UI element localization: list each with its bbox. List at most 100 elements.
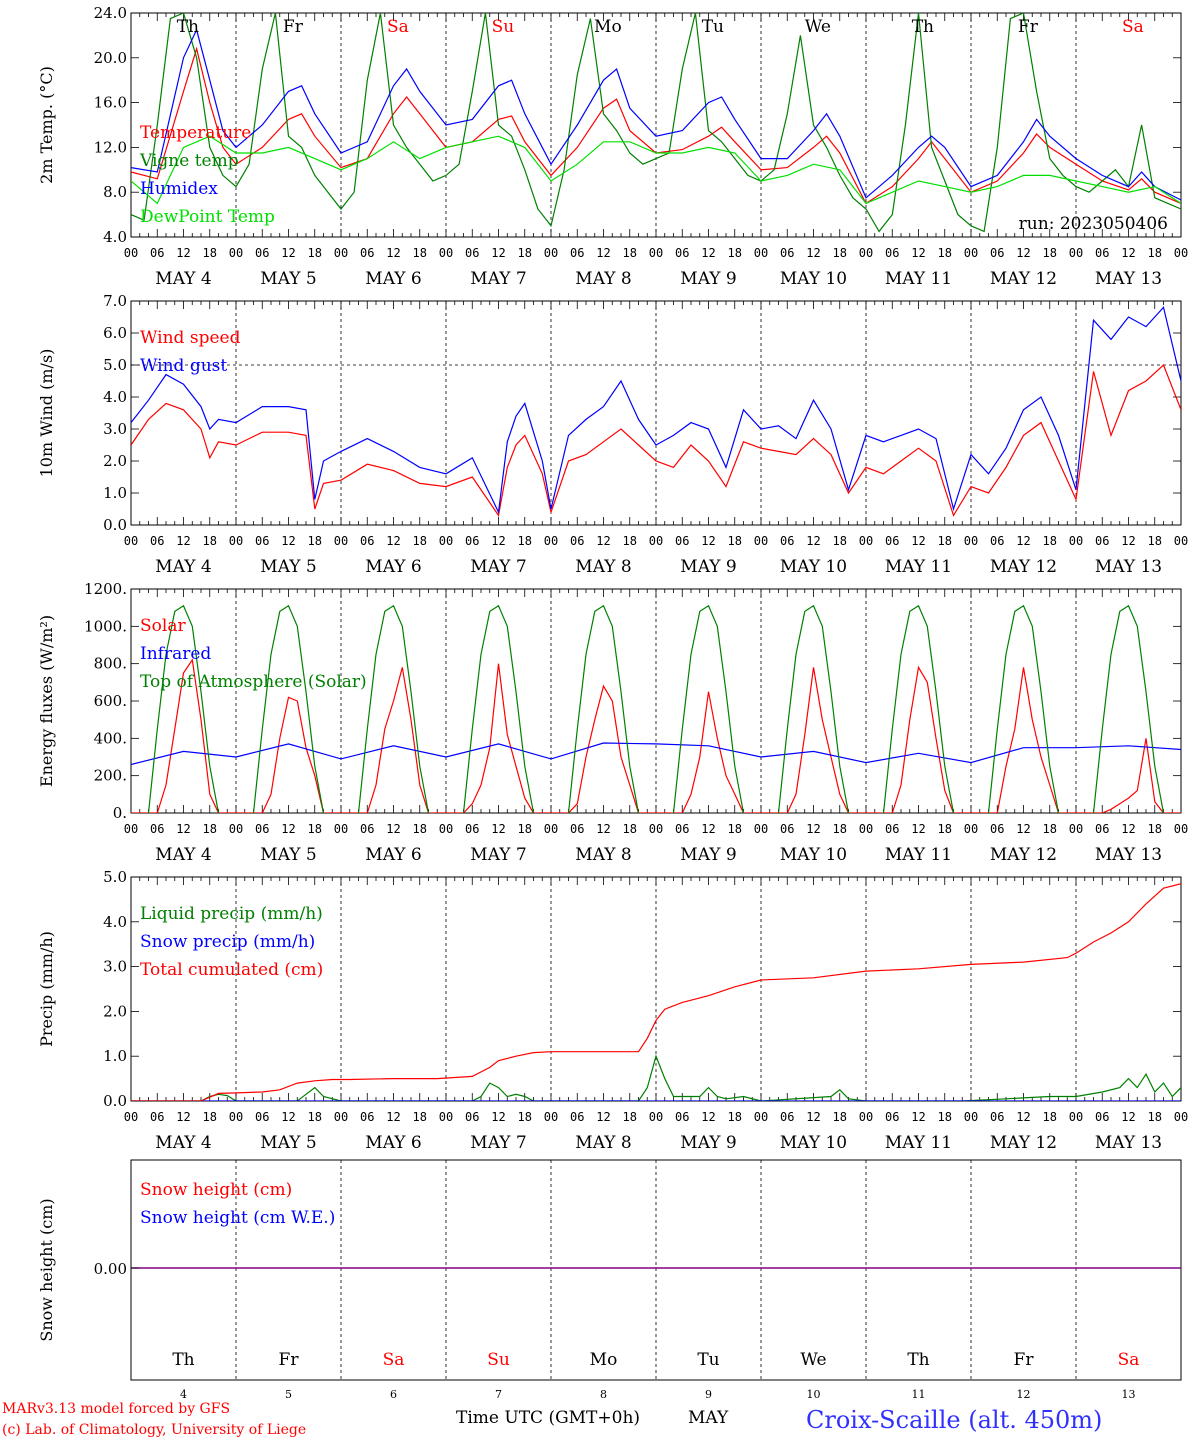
date-label: MAY 7 xyxy=(470,1133,526,1153)
hour-tick-label: 00 xyxy=(124,246,138,260)
date-label: MAY 7 xyxy=(470,845,526,865)
weekday-label: Sa xyxy=(1122,17,1144,37)
weekday-label: Th xyxy=(907,1350,929,1370)
hour-tick-label: 06 xyxy=(360,822,374,836)
legend-entry: Vigne temp xyxy=(139,151,239,171)
series-line-solar xyxy=(131,658,1181,813)
day-number: 12 xyxy=(1017,1388,1031,1401)
hour-tick-label: 12 xyxy=(491,822,505,836)
hour-tick-label: 00 xyxy=(334,246,348,260)
day-number: 4 xyxy=(180,1388,187,1401)
y-tick-label: 1000. xyxy=(84,617,127,635)
hour-tick-label: 18 xyxy=(938,246,952,260)
hour-tick-label: 00 xyxy=(544,822,558,836)
hour-tick-label: 18 xyxy=(203,534,217,548)
hour-tick-label: 12 xyxy=(806,1110,820,1124)
series-line-dewpoint-temp xyxy=(131,135,1181,205)
hour-tick-label: 18 xyxy=(1043,1110,1057,1124)
hour-tick-label: 00 xyxy=(544,246,558,260)
date-label: MAY 13 xyxy=(1095,557,1162,577)
date-label: MAY 10 xyxy=(780,845,847,865)
hour-tick-label: 12 xyxy=(701,246,715,260)
hour-tick-label: 18 xyxy=(833,534,847,548)
hour-tick-label: 06 xyxy=(675,534,689,548)
hour-tick-label: 18 xyxy=(728,534,742,548)
weekday-label: Th xyxy=(177,17,199,37)
hour-tick-label: 00 xyxy=(334,534,348,548)
hour-tick-label: 06 xyxy=(360,246,374,260)
date-label: MAY 5 xyxy=(260,269,316,289)
hour-tick-label: 00 xyxy=(229,822,243,836)
hour-tick-label: 06 xyxy=(990,822,1004,836)
legend-entry: Wind speed xyxy=(140,328,241,348)
hour-tick-label: 18 xyxy=(833,1110,847,1124)
hour-tick-label: 00 xyxy=(229,534,243,548)
hour-tick-label: 00 xyxy=(649,534,663,548)
hour-tick-label: 06 xyxy=(255,534,269,548)
day-number: 7 xyxy=(495,1388,502,1401)
hour-tick-label: 00 xyxy=(124,1110,138,1124)
hour-tick-label: 00 xyxy=(649,246,663,260)
y-axis-label: Precip (mm/h) xyxy=(37,931,56,1047)
weekday-label: Tu xyxy=(702,17,724,37)
hour-tick-label: 06 xyxy=(570,1110,584,1124)
date-label: MAY 9 xyxy=(680,269,736,289)
weekday-label: Sa xyxy=(1118,1350,1140,1370)
hour-tick-label: 18 xyxy=(308,534,322,548)
hour-tick-label: 12 xyxy=(701,822,715,836)
hour-tick-label: 18 xyxy=(203,1110,217,1124)
hour-tick-label: 12 xyxy=(911,246,925,260)
date-label: MAY 6 xyxy=(365,1133,421,1153)
weekday-label: Sa xyxy=(387,17,409,37)
date-label: MAY 7 xyxy=(470,557,526,577)
plot-frame xyxy=(130,588,1182,814)
y-tick-label: 24.0 xyxy=(94,4,127,22)
hour-tick-label: 12 xyxy=(491,1110,505,1124)
legend-entry: Snow height (cm) xyxy=(140,1180,292,1200)
y-tick-label: 20.0 xyxy=(94,49,127,67)
legend-entry: Infrared xyxy=(140,644,211,664)
hour-tick-label: 12 xyxy=(176,822,190,836)
hour-tick-label: 00 xyxy=(334,822,348,836)
date-label: MAY 11 xyxy=(885,557,952,577)
hour-tick-label: 06 xyxy=(360,534,374,548)
hour-tick-label: 12 xyxy=(701,534,715,548)
weekday-label: Fr xyxy=(279,1350,300,1370)
date-label: MAY 8 xyxy=(575,269,631,289)
hour-tick-label: 18 xyxy=(623,246,637,260)
hour-tick-label: 12 xyxy=(281,534,295,548)
y-tick-label: 8.0 xyxy=(103,183,127,201)
hour-tick-label: 18 xyxy=(938,822,952,836)
hour-tick-label: 18 xyxy=(518,246,532,260)
hour-tick-label: 18 xyxy=(623,822,637,836)
y-tick-label: 0. xyxy=(113,804,127,822)
hour-tick-label: 06 xyxy=(885,1110,899,1124)
y-tick-label: 5.0 xyxy=(103,356,127,374)
day-number: 11 xyxy=(912,1388,926,1401)
hour-tick-label: 12 xyxy=(1016,246,1030,260)
hour-tick-label: 00 xyxy=(439,246,453,260)
hour-tick-label: 12 xyxy=(386,822,400,836)
hour-tick-label: 18 xyxy=(518,822,532,836)
hour-tick-label: 06 xyxy=(780,822,794,836)
weekday-label: Su xyxy=(492,17,515,37)
hour-tick-label: 00 xyxy=(1069,822,1083,836)
hour-tick-label: 12 xyxy=(596,822,610,836)
hour-tick-label: 12 xyxy=(1016,534,1030,548)
panel-2: 00 06 12 18 00 06 12 18 00 06 12 18 00 06 12 18 00 06 12 18… xyxy=(37,292,1188,577)
date-label: MAY 12 xyxy=(990,269,1057,289)
hour-tick-label: 12 xyxy=(491,246,505,260)
hour-tick-label: 00 xyxy=(229,246,243,260)
hour-tick-label: 00 xyxy=(1174,246,1188,260)
series-line-wind-gust xyxy=(131,306,1181,515)
hour-tick-label: 18 xyxy=(413,1110,427,1124)
weekday-label: We xyxy=(800,1350,826,1370)
legend-entry: Total cumulated (cm) xyxy=(140,960,323,980)
hour-tick-label: 06 xyxy=(360,1110,374,1124)
hour-tick-label: 18 xyxy=(518,534,532,548)
y-tick-label: 3.0 xyxy=(103,420,127,438)
y-tick-label: 3.0 xyxy=(103,958,127,976)
date-label: MAY 6 xyxy=(365,269,421,289)
series-group xyxy=(131,883,1181,1101)
hour-tick-label: 12 xyxy=(596,246,610,260)
